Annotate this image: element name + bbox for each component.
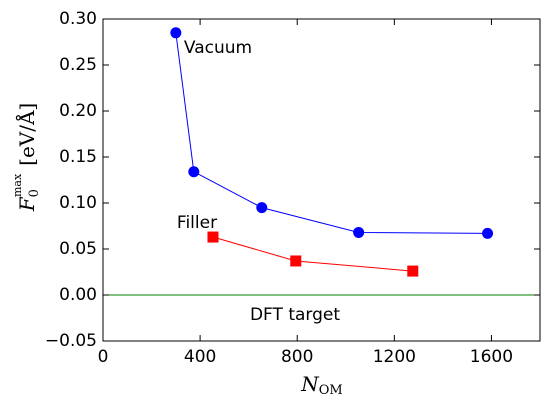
plot-frame	[102, 18, 541, 342]
data-point	[407, 265, 419, 277]
data-point	[207, 231, 219, 243]
x-label-symbol: N	[300, 372, 320, 396]
y-label-symbol: F	[15, 196, 39, 212]
data-point	[188, 166, 200, 178]
x-tick-label: 400	[184, 347, 216, 367]
x-tick-label: 1200	[373, 347, 416, 367]
series-label: Filler	[177, 213, 217, 233]
y-tick-label: 0.05	[59, 239, 97, 259]
y-tick-label: 0.25	[59, 55, 97, 75]
series-line	[175, 32, 488, 234]
y-tick-label: 0.20	[59, 101, 97, 121]
y-tick-label: 0.30	[59, 9, 97, 29]
y-tick-label: −0.05	[45, 331, 97, 351]
y-label-subscript: 0	[27, 189, 42, 197]
x-tick-label: 1600	[470, 347, 513, 367]
data-point	[256, 202, 268, 214]
x-label-subscript: OM	[319, 383, 343, 398]
data-point	[290, 255, 302, 267]
y-tick-label: 0.15	[59, 147, 97, 167]
x-tick-label: 800	[281, 347, 313, 367]
data-point	[482, 227, 494, 239]
y-label-superscript: max	[11, 173, 24, 197]
series-line	[212, 236, 413, 272]
x-tick-label: 0	[98, 347, 109, 367]
series-label: Vacuum	[184, 38, 252, 58]
y-axis-label: F0max [eV/Å]	[11, 103, 42, 212]
data-point	[353, 226, 365, 238]
reference-label: DFT target	[250, 305, 340, 325]
y-tick-label: 0.00	[59, 285, 97, 305]
y-label-unit: [eV/Å]	[14, 103, 39, 166]
x-axis-label: NOM	[300, 372, 342, 398]
y-tick-label: 0.10	[59, 193, 97, 213]
data-point	[170, 27, 182, 39]
